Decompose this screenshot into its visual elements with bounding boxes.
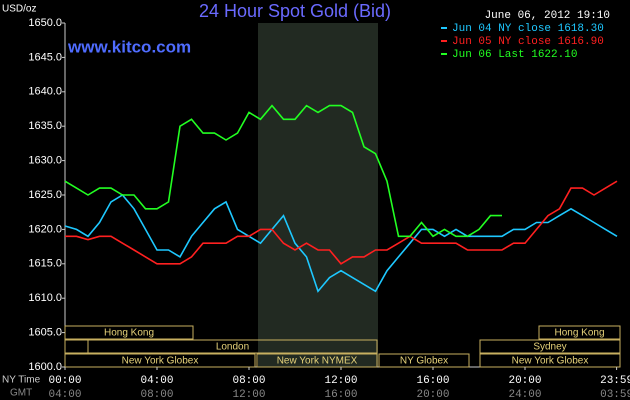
series-line xyxy=(64,193,618,293)
y-tick-label: 1620.0 xyxy=(28,223,62,235)
y-tick-label: 1645.0 xyxy=(28,51,62,63)
x2-axis-label: GMT xyxy=(10,388,32,399)
timestamp: June 06, 2012 19:10 xyxy=(485,10,610,22)
legend-label: Jun 05 NY close 1616.90 xyxy=(452,36,604,48)
session-box xyxy=(479,339,621,354)
legend-label: Jun 04 NY close 1618.30 xyxy=(452,23,604,35)
session-label: NY Globex xyxy=(400,356,448,367)
legend-label: Jun 06 Last 1622.10 xyxy=(452,49,577,61)
series-line xyxy=(65,180,618,265)
x-tick-label: 04:00 xyxy=(140,375,173,387)
session-label: Hong Kong xyxy=(104,328,154,339)
session-box xyxy=(538,325,621,340)
session-box xyxy=(479,353,621,368)
y-tick-label: 1615.0 xyxy=(28,258,62,270)
x2-tick-label: 04:00 xyxy=(48,389,81,400)
y-tick-label: 1625.0 xyxy=(28,189,62,201)
nymex-shade xyxy=(258,23,378,367)
y-unit: USD/oz xyxy=(2,4,36,15)
session-label: Sydney xyxy=(533,342,566,353)
x2-tick-label: 24:00 xyxy=(508,389,541,400)
y-tick-label: 1630.0 xyxy=(28,155,62,167)
x2-tick-label: 20:00 xyxy=(416,389,449,400)
session-label: Hong Kong xyxy=(554,328,604,339)
y-tick-label: 1640.0 xyxy=(28,86,62,98)
x-tick-label: 16:00 xyxy=(416,375,449,387)
source: www.kitco.com xyxy=(67,37,191,56)
session-box xyxy=(64,339,89,354)
x2-tick-label: 08:00 xyxy=(140,389,173,400)
session-label: New York Globex xyxy=(512,356,589,367)
x2-tick-label: 03:59 xyxy=(600,389,630,400)
x2-tick-label: 12:00 xyxy=(232,389,265,400)
x2-tick-label: 16:00 xyxy=(324,389,357,400)
session-label: London xyxy=(216,342,249,353)
y-tick-label: 1635.0 xyxy=(28,120,62,132)
x-tick-label: 23:59 xyxy=(600,375,630,387)
series-line xyxy=(64,104,502,238)
session-label: New York Globex xyxy=(122,356,199,367)
session-box xyxy=(378,353,470,368)
session-box xyxy=(256,353,378,368)
y-tick-label: 1605.0 xyxy=(28,327,62,339)
chart-title: 24 Hour Spot Gold (Bid) xyxy=(199,1,391,21)
session-box xyxy=(64,353,256,368)
x-tick-label: 12:00 xyxy=(324,375,357,387)
y-tick-label: 1610.0 xyxy=(28,292,62,304)
y-tick-label: 1600.0 xyxy=(28,361,62,373)
session-label: New York NYMEX xyxy=(277,356,358,367)
x-tick-label: 00:00 xyxy=(48,375,81,387)
y-tick-label: 1650.0 xyxy=(28,17,62,29)
x-tick-label: 20:00 xyxy=(508,375,541,387)
x-tick-label: 08:00 xyxy=(232,375,265,387)
x-axis-label: NY Time xyxy=(2,375,41,386)
